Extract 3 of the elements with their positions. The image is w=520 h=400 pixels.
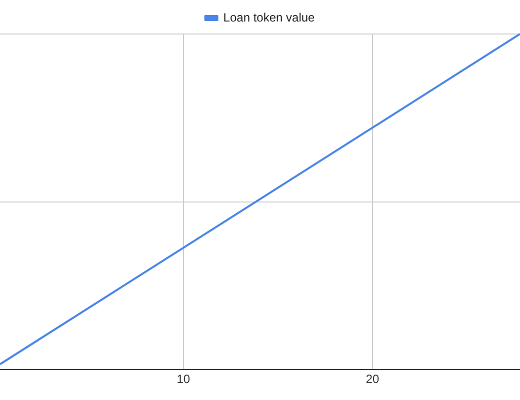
x-tick-label: 20: [366, 372, 380, 386]
legend-label: Loan token value: [223, 10, 316, 24]
x-tick-label: 10: [176, 372, 190, 386]
